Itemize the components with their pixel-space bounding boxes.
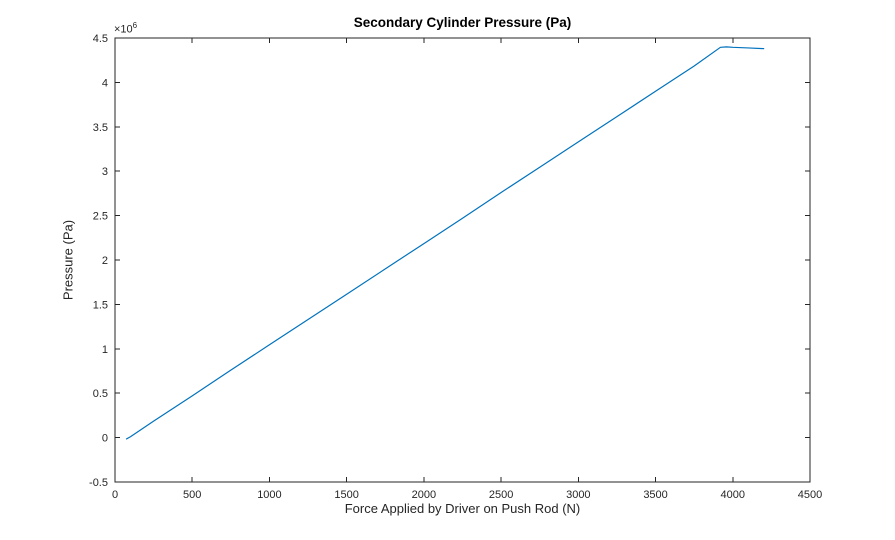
x-tick-label: 2000 [412,489,436,501]
x-tick-label: 2500 [489,489,513,501]
y-tick-label: 4 [102,77,108,89]
x-tick-label: 3000 [566,489,590,501]
y-tick-label: 1 [102,344,108,356]
y-tick-label: -0.5 [89,477,108,489]
x-tick-label: 3500 [643,489,667,501]
x-tick-label: 4500 [798,489,822,501]
x-axis-label: Force Applied by Driver on Push Rod (N) [344,501,581,516]
y-tick-label: 0.5 [93,388,108,400]
chart-title: Secondary Cylinder Pressure (Pa) [353,15,572,30]
y-tick-label: 3.5 [93,122,108,134]
y-axis-exponent-label: ×106 [114,21,137,36]
series-line-secondary-cylinder-pressure [125,46,765,440]
y-axis-exponent-base: ×10 [114,23,133,36]
x-tick-label: 1000 [257,489,281,501]
x-tick-label: 500 [183,489,201,501]
y-tick-label: 2.5 [93,211,108,223]
x-tick-label: 0 [112,489,118,501]
y-axis-exponent-power: 6 [132,21,138,30]
x-tick-label: 4000 [721,489,745,501]
y-tick-label: 4.5 [93,33,108,45]
y-tick-label: 3 [102,166,108,178]
y-axis-label: Pressure (Pa) [60,219,76,301]
x-tick-label: 1500 [334,489,358,501]
y-tick-label: 2 [102,255,108,267]
y-tick-label: 1.5 [93,299,108,311]
y-tick-label: 0 [102,433,108,445]
axes-box [114,37,811,483]
